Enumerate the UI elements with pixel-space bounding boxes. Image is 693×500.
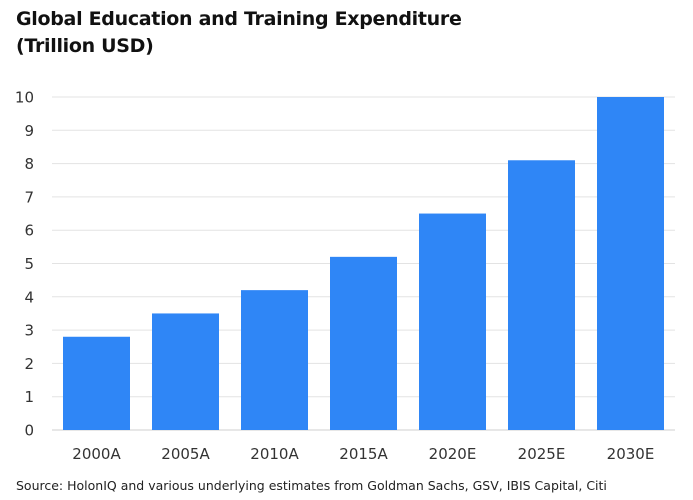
y-tick-label: 9 xyxy=(24,122,34,140)
bar-2025E xyxy=(508,160,575,430)
x-tick-label: 2005A xyxy=(161,445,210,463)
y-axis-tick-labels: 0 1 2 3 4 5 6 7 8 9 10 xyxy=(15,89,34,440)
bars xyxy=(63,97,664,430)
y-tick-label: 1 xyxy=(24,388,34,406)
y-tick-label: 0 xyxy=(24,422,34,440)
chart-title-line-2: (Trillion USD) xyxy=(16,35,154,57)
bar-2000A xyxy=(63,336,130,430)
x-tick-label: 2010A xyxy=(250,445,299,463)
bar-2010A xyxy=(241,290,308,430)
y-tick-label: 8 xyxy=(24,155,34,173)
x-tick-label: 2030E xyxy=(607,445,655,463)
bar-2015A xyxy=(330,256,397,430)
x-axis-tick-labels: 2000A 2005A 2010A 2015A 2020E 2025E 2030E xyxy=(72,445,654,463)
bar-2020E xyxy=(419,213,486,430)
y-tick-label: 7 xyxy=(24,188,34,206)
y-tick-label: 4 xyxy=(24,288,34,306)
bar-2030E xyxy=(597,97,664,430)
chart-title: Global Education and Training Expenditur… xyxy=(16,6,676,60)
x-tick-label: 2015A xyxy=(339,445,388,463)
chart-title-line-1: Global Education and Training Expenditur… xyxy=(16,8,462,30)
y-tick-label: 10 xyxy=(15,89,34,107)
y-tick-label: 5 xyxy=(24,255,34,273)
y-tick-label: 6 xyxy=(24,222,34,240)
bar-2005A xyxy=(152,313,219,430)
y-tick-label: 3 xyxy=(24,322,34,340)
x-tick-label: 2020E xyxy=(429,445,477,463)
x-tick-label: 2025E xyxy=(518,445,566,463)
x-tick-label: 2000A xyxy=(72,445,121,463)
source-note: Source: HolonIQ and various underlying e… xyxy=(16,478,607,493)
y-tick-label: 2 xyxy=(24,355,34,373)
